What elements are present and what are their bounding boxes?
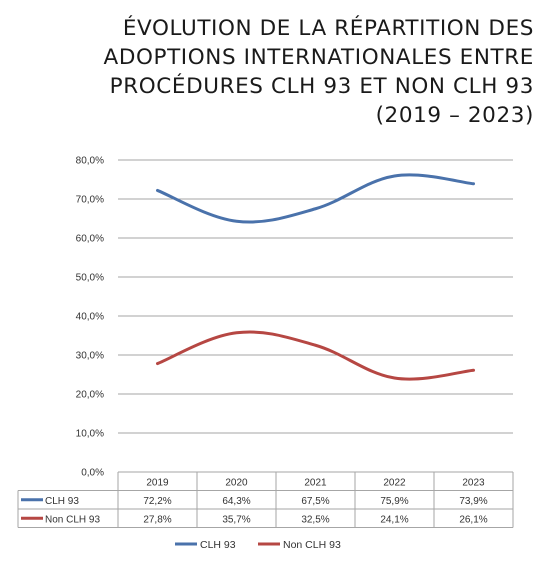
y-tick-label: 60,0% <box>76 234 104 245</box>
series-line-non-clh93 <box>156 330 475 381</box>
legend-label: Non CLH 93 <box>283 539 341 551</box>
data-label: 75,9% <box>380 496 408 507</box>
title-line-2: ADOPTIONS INTERNATIONALES ENTRE <box>103 45 534 70</box>
y-tick-label: 10,0% <box>76 429 104 440</box>
x-tick-label: 2019 <box>146 477 169 488</box>
y-tick-label: 80,0% <box>76 156 104 167</box>
legend-label: CLH 93 <box>200 539 236 551</box>
table-series-name: Non CLH 93 <box>45 514 100 525</box>
data-label: 27,8% <box>143 514 171 525</box>
data-label: 24,1% <box>380 514 408 525</box>
title-line-4: (2019 – 2023) <box>375 103 534 128</box>
data-label: 73,9% <box>459 496 487 507</box>
title-line-3: PROCÉDURES CLH 93 ET NON CLH 93 <box>109 74 534 99</box>
table-series-name: CLH 93 <box>45 496 79 507</box>
data-label: 26,1% <box>459 514 487 525</box>
y-tick-label: 20,0% <box>76 390 104 401</box>
data-label: 64,3% <box>222 496 250 507</box>
y-tick-label: 0,0% <box>81 468 104 479</box>
y-tick-label: 30,0% <box>76 351 104 362</box>
data-label: 72,2% <box>143 496 171 507</box>
data-label: 35,7% <box>222 514 250 525</box>
y-tick-label: 70,0% <box>76 195 104 206</box>
chart-title: ÉVOLUTION DE LA RÉPARTITION DES ADOPTION… <box>14 14 534 130</box>
data-label: 32,5% <box>301 514 329 525</box>
series-line-clh93 <box>156 173 475 224</box>
x-tick-label: 2020 <box>225 477 248 488</box>
title-line-1: ÉVOLUTION DE LA RÉPARTITION DES <box>122 16 534 41</box>
x-tick-label: 2023 <box>462 477 485 488</box>
x-tick-label: 2022 <box>383 477 406 488</box>
y-tick-label: 50,0% <box>76 273 104 284</box>
data-label: 67,5% <box>301 496 329 507</box>
x-tick-label: 2021 <box>304 477 327 488</box>
y-tick-label: 40,0% <box>76 312 104 323</box>
